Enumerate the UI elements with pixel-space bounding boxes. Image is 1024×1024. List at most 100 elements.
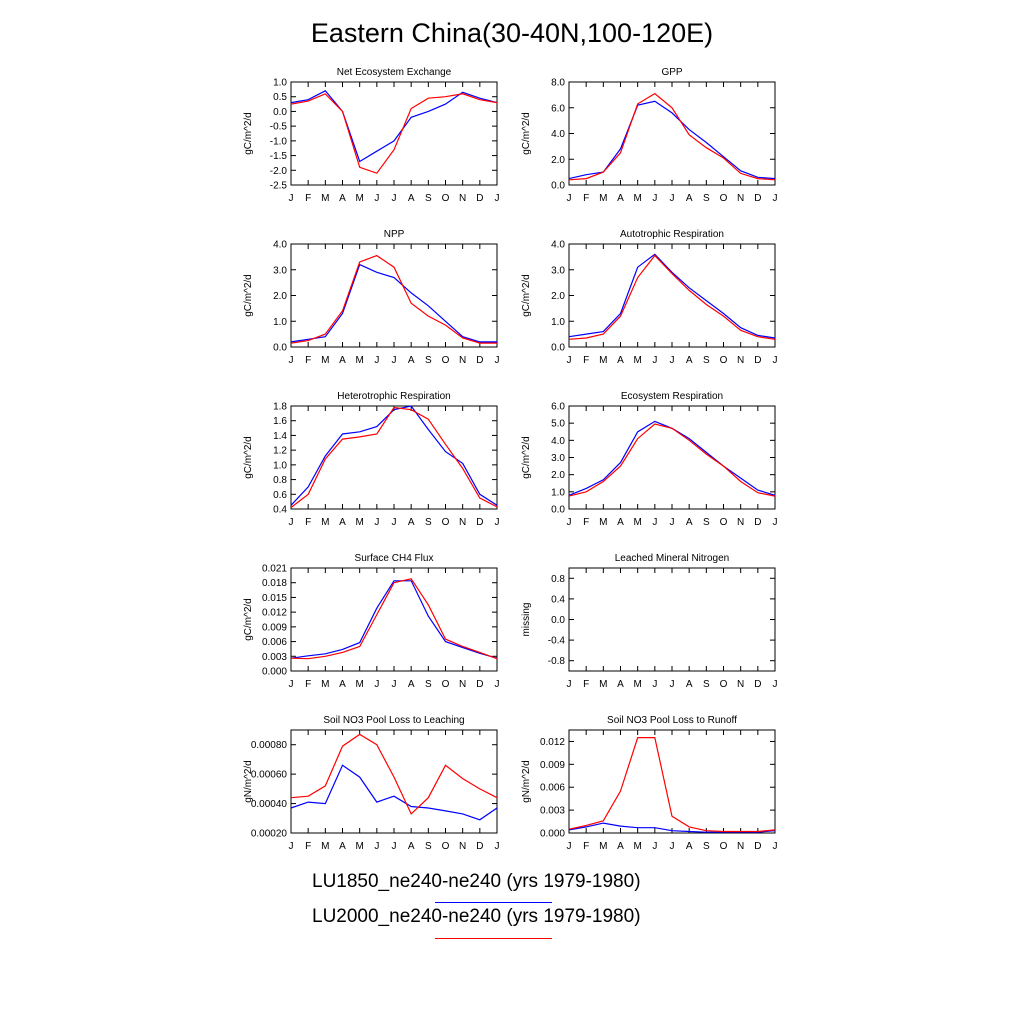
x-tick-label: N	[737, 517, 744, 528]
x-tick-label: F	[305, 679, 311, 690]
x-tick-label: J	[495, 355, 500, 366]
x-tick-label: O	[720, 517, 728, 528]
x-tick-label: D	[476, 193, 483, 204]
x-tick-label: A	[617, 679, 624, 690]
x-tick-label: F	[583, 841, 589, 852]
x-tick-label: O	[720, 355, 728, 366]
x-tick-label: A	[686, 517, 693, 528]
y-tick-label: 2.0	[551, 470, 565, 481]
series-line-lu2000-surface-ch4-flux	[290, 578, 498, 660]
page-title: Eastern China(30-40N,100-120E)	[310, 18, 714, 48]
x-tick-label: J	[392, 355, 397, 366]
panel-title-surface-ch4-flux: Surface CH4 Flux	[355, 553, 434, 564]
x-tick-label: S	[703, 841, 710, 852]
x-tick-label: N	[737, 355, 744, 366]
panel-frame-heterotrophic-respiration	[290, 405, 498, 510]
series-line-lu1850-soil-no3-pool-loss-to-leaching	[290, 764, 498, 821]
panel-frame-leached-mineral-nitrogen	[568, 567, 776, 672]
y-tick-label: 0.000	[262, 667, 287, 678]
y-tick-label: 0.009	[262, 622, 287, 633]
panel-title-soil-no3-pool-loss-to-runoff: Soil NO3 Pool Loss to Runoff	[607, 715, 737, 726]
x-tick-label: A	[617, 517, 624, 528]
x-tick-label: J	[289, 355, 294, 366]
x-tick-label: M	[355, 193, 363, 204]
x-tick-label: J	[392, 517, 397, 528]
panel-title-ecosystem-respiration: Ecosystem Respiration	[621, 391, 723, 402]
y-tick-label: 6.0	[551, 103, 565, 114]
x-tick-label: O	[720, 841, 728, 852]
y-tick-label: 1.0	[273, 317, 287, 328]
y-tick-label: 0.006	[262, 637, 287, 648]
y-tick-label: 0.0	[551, 181, 565, 192]
x-tick-label: O	[442, 517, 450, 528]
y-tick-label: -2.5	[270, 181, 288, 192]
x-tick-label: M	[321, 355, 329, 366]
y-tick-label: 0.8	[273, 475, 287, 486]
x-tick-label: F	[305, 355, 311, 366]
y-axis-label-gpp: gC/m^2/d	[521, 112, 532, 155]
x-tick-label: D	[754, 517, 761, 528]
x-tick-label: J	[374, 841, 379, 852]
y-tick-label: 0.00080	[251, 740, 288, 751]
x-tick-label: F	[583, 355, 589, 366]
y-axis-label-leached-mineral-nitrogen: missing	[521, 603, 532, 637]
x-tick-label: M	[321, 679, 329, 690]
panel-title-npp: NPP	[384, 229, 405, 240]
y-tick-label: 0.021	[262, 564, 287, 575]
y-tick-label: -2.0	[270, 166, 288, 177]
panel-frame-soil-no3-pool-loss-to-leaching	[290, 729, 498, 834]
y-tick-label: 4.0	[551, 129, 565, 140]
y-axis-label-ecosystem-respiration: gC/m^2/d	[521, 436, 532, 479]
y-tick-label: -1.0	[270, 136, 288, 147]
y-tick-label: 4.0	[273, 240, 287, 251]
x-tick-label: A	[339, 355, 346, 366]
series-line-lu1850-npp	[290, 263, 497, 343]
x-tick-label: O	[442, 193, 450, 204]
series-line-lu2000-ecosystem-respiration	[568, 423, 776, 497]
y-tick-label: 0.0	[273, 107, 287, 118]
x-tick-label: J	[567, 679, 572, 690]
x-tick-label: D	[476, 355, 483, 366]
series-line-lu1850-heterotrophic-respiration	[290, 405, 498, 506]
x-tick-label: O	[442, 679, 450, 690]
y-tick-label: 0.015	[262, 593, 287, 604]
series-line-lu2000-net-ecosystem-exchange	[290, 93, 498, 174]
x-tick-label: J	[374, 679, 379, 690]
y-tick-label: 0.018	[262, 578, 287, 589]
x-tick-label: F	[305, 841, 311, 852]
y-tick-label: 0.5	[273, 92, 287, 103]
x-tick-label: J	[392, 193, 397, 204]
y-tick-label: 0.00060	[251, 770, 288, 781]
series-line-lu2000-autotrophic-respiration	[568, 254, 776, 340]
series-line-lu1850-gpp	[568, 100, 776, 180]
series-line-lu2000-heterotrophic-respiration	[290, 406, 498, 508]
x-tick-label: A	[686, 355, 693, 366]
series-line-lu1850-net-ecosystem-exchange	[290, 90, 498, 163]
y-tick-label: 1.4	[273, 431, 287, 442]
x-tick-label: J	[374, 517, 379, 528]
x-tick-label: M	[321, 841, 329, 852]
y-tick-label: 2.0	[551, 291, 565, 302]
x-tick-label: M	[633, 355, 641, 366]
x-tick-label: M	[599, 517, 607, 528]
x-tick-label: N	[737, 841, 744, 852]
x-tick-label: O	[442, 841, 450, 852]
x-tick-label: M	[321, 517, 329, 528]
series-line-lu2000-npp	[290, 254, 497, 344]
x-tick-label: F	[583, 193, 589, 204]
x-tick-label: A	[339, 517, 346, 528]
x-tick-label: J	[289, 193, 294, 204]
x-tick-label: S	[425, 193, 432, 204]
x-tick-label: M	[355, 355, 363, 366]
y-tick-label: 1.0	[551, 317, 565, 328]
x-tick-label: S	[703, 679, 710, 690]
y-axis-label-net-ecosystem-exchange: gC/m^2/d	[243, 112, 254, 155]
y-tick-label: 0.012	[262, 608, 287, 619]
x-tick-label: A	[408, 517, 415, 528]
series-line-lu1850-soil-no3-pool-loss-to-runoff	[568, 822, 776, 833]
x-tick-label: M	[355, 679, 363, 690]
x-tick-label: M	[633, 193, 641, 204]
y-axis-label-heterotrophic-respiration: gC/m^2/d	[243, 436, 254, 479]
x-tick-label: J	[495, 841, 500, 852]
x-tick-label: S	[703, 193, 710, 204]
